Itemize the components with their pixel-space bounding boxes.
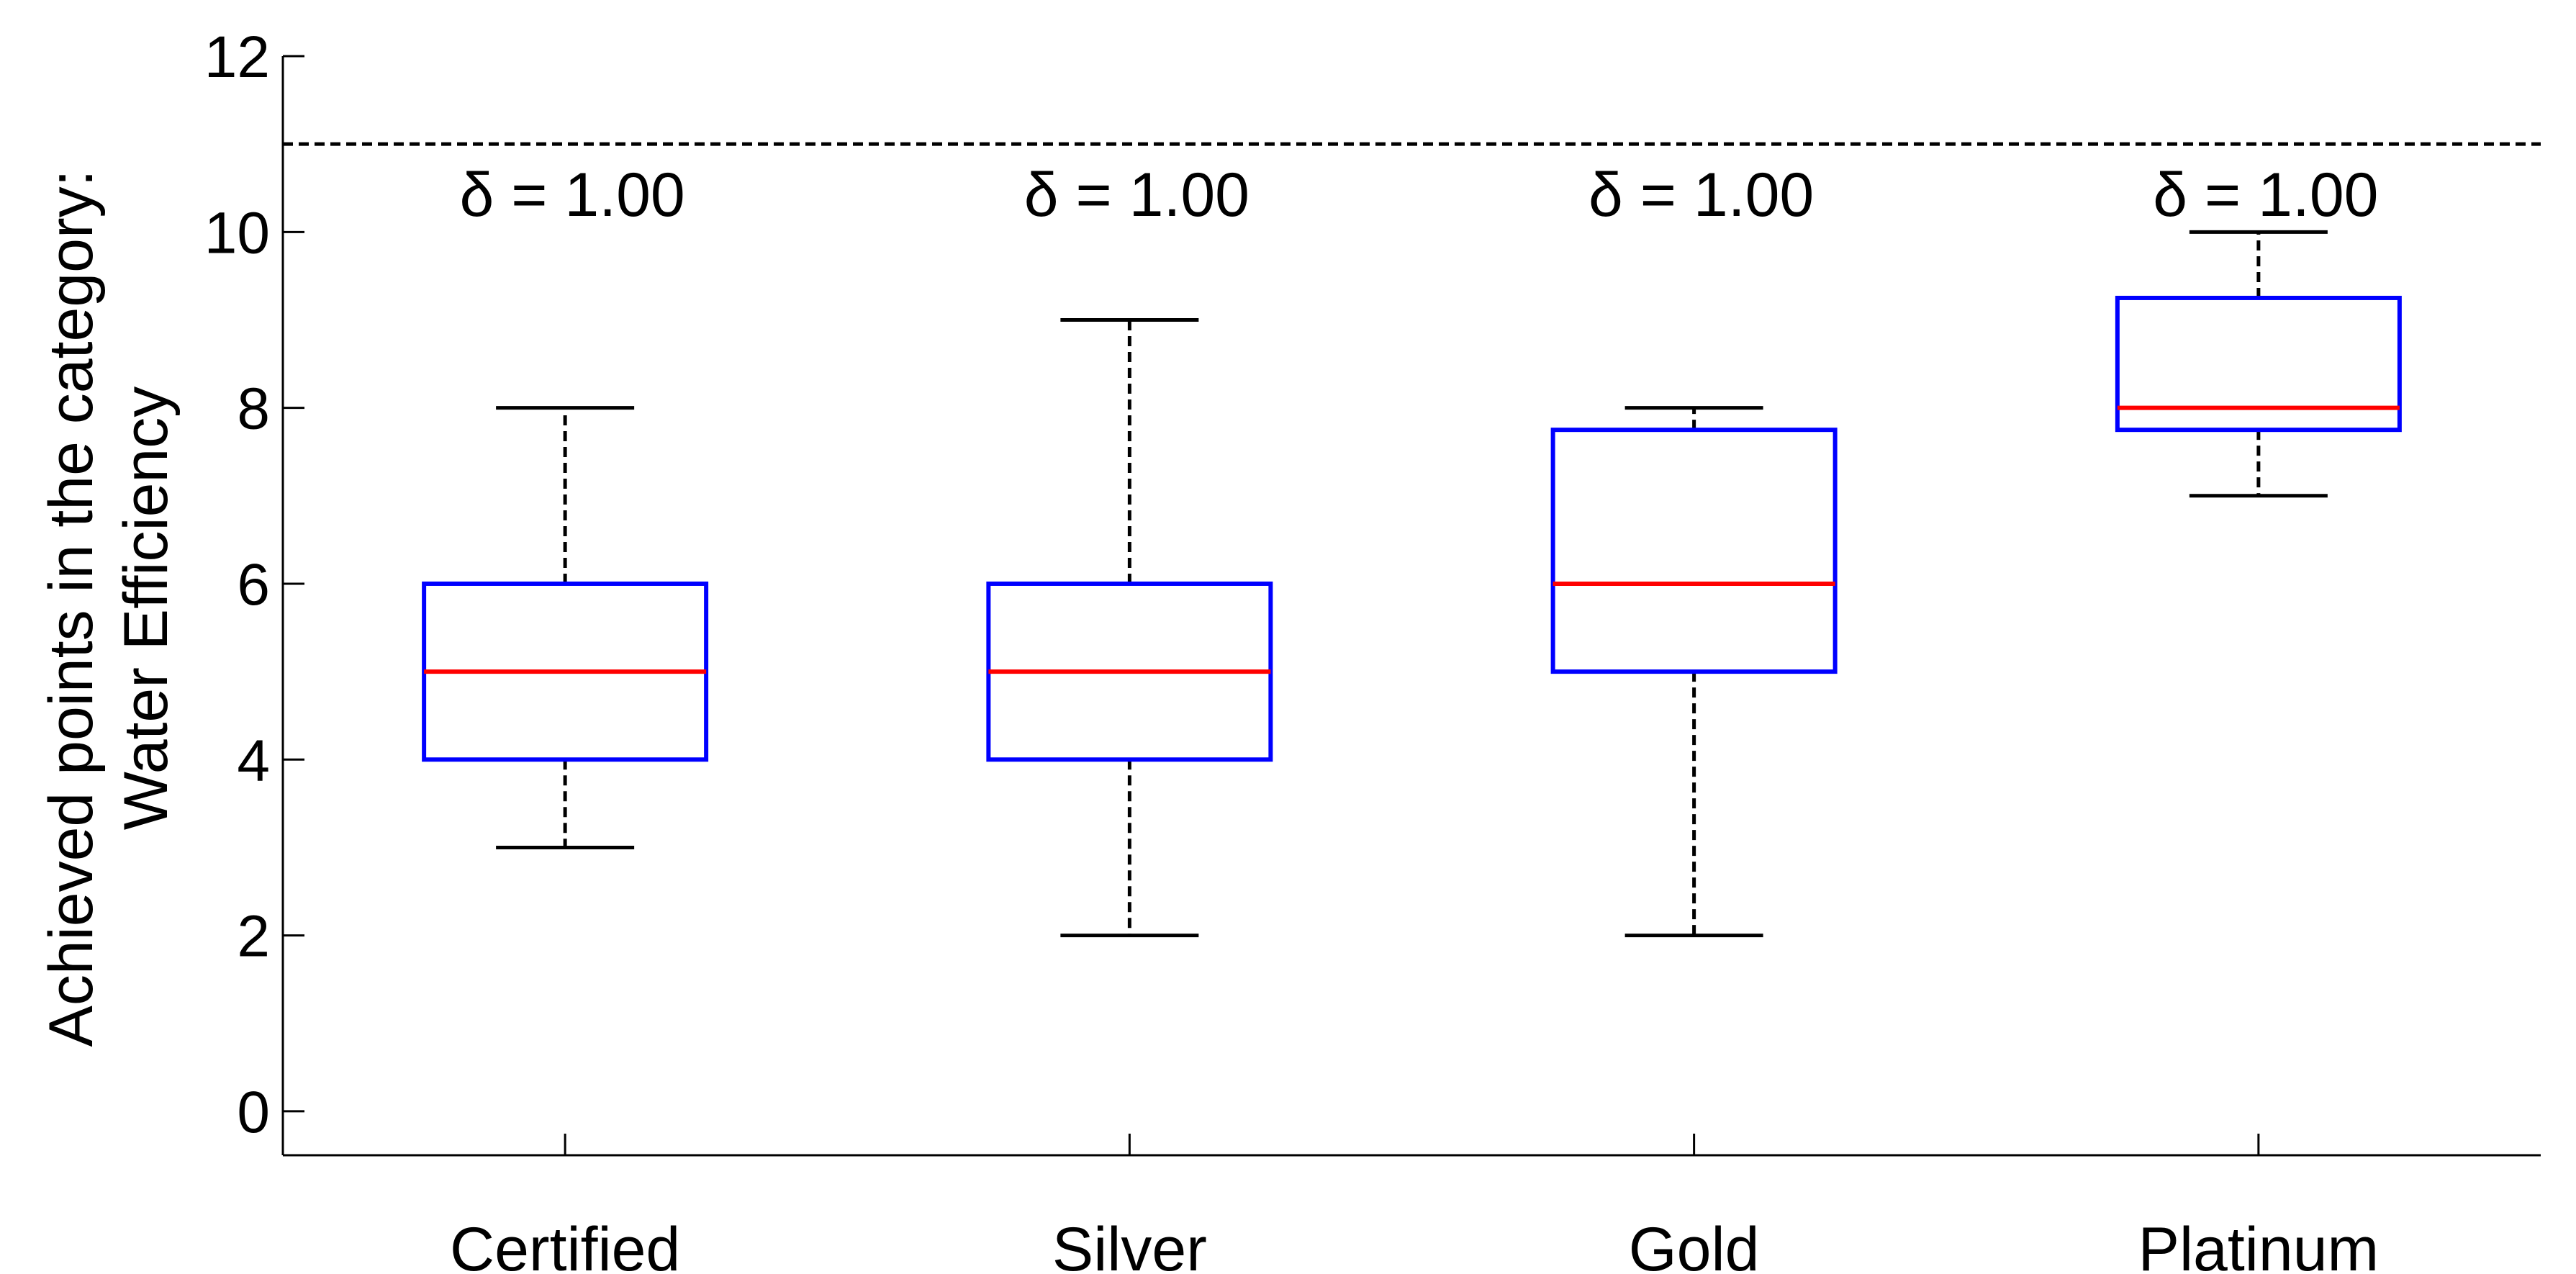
delta-annotation: δ = 1.00 xyxy=(1024,161,1249,230)
x-category-label: Gold xyxy=(1629,1215,1760,1274)
delta-annotation: δ = 1.00 xyxy=(459,161,684,230)
y-tick-label: 4 xyxy=(237,728,270,793)
box-platinum xyxy=(2115,295,2402,433)
x-category-label: Silver xyxy=(1052,1215,1207,1274)
y-axis-title-line-1: Achieved points in the category: xyxy=(37,169,106,1047)
y-tick-label: 0 xyxy=(237,1080,270,1145)
y-axis-title-line-2: Water Efficiency xyxy=(112,387,181,831)
y-tick-label: 6 xyxy=(237,552,270,618)
y-axis-title: Achieved points in the category: Water E… xyxy=(37,169,181,1047)
y-tick-label: 2 xyxy=(237,904,270,970)
box-gold xyxy=(1550,428,1838,674)
y-tick-label: 12 xyxy=(204,24,270,90)
y-tick-label: 10 xyxy=(204,200,270,266)
x-category-label: Certified xyxy=(450,1215,680,1274)
delta-annotation: δ = 1.00 xyxy=(1588,161,1814,230)
x-category-label: Platinum xyxy=(2138,1215,2380,1274)
plot-area: 0 2 4 6 8 10 12 Certified δ = 1.00 Silver δ = 1.00… xyxy=(204,24,2541,1274)
delta-annotation: δ = 1.00 xyxy=(2153,161,2378,230)
y-tick-label: 8 xyxy=(237,376,270,442)
